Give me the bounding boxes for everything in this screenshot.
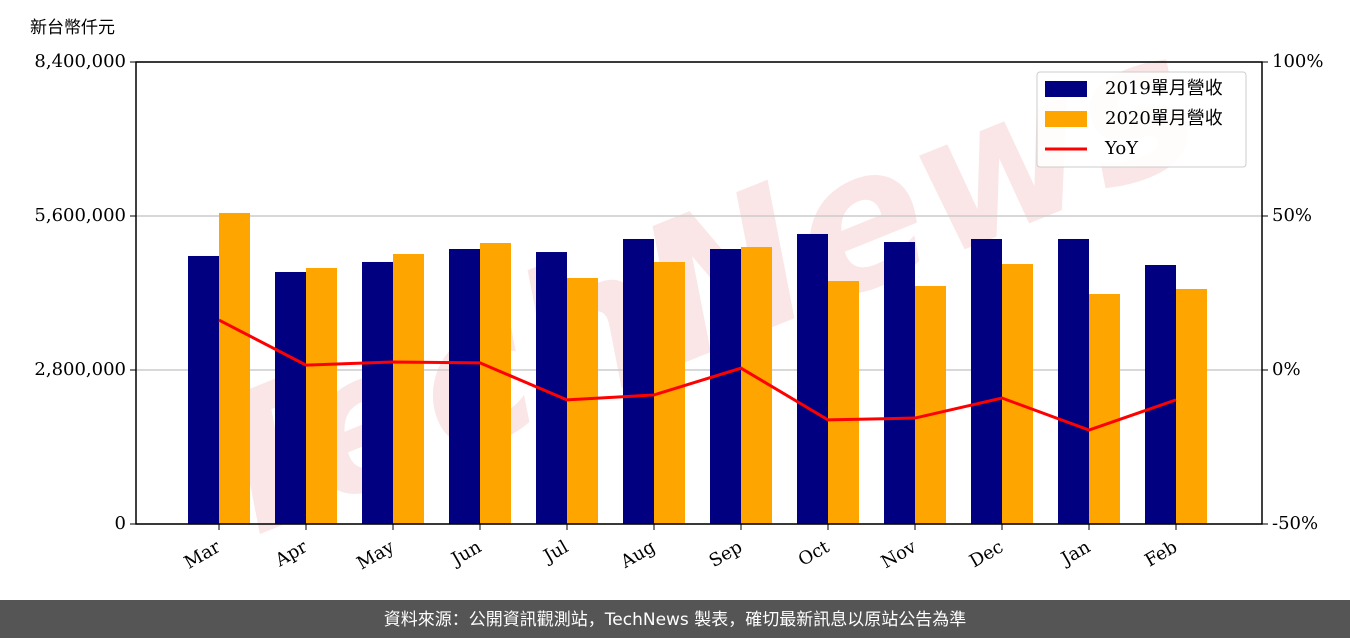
y-tick-label: 5,600,000 <box>34 205 126 226</box>
x-tick-label: Sep <box>706 536 746 571</box>
bar <box>884 242 915 524</box>
legend-swatch <box>1045 111 1087 127</box>
line <box>218 318 1177 432</box>
bar <box>915 286 946 524</box>
y-tick-label: 0 <box>115 513 126 534</box>
x-tick-label: Oct <box>795 536 834 571</box>
legend-swatch <box>1045 81 1087 97</box>
legend-label: 2020單月營收 <box>1105 108 1223 129</box>
bar <box>828 281 859 524</box>
bar <box>797 233 828 525</box>
bar <box>1176 288 1207 524</box>
bar <box>971 238 1002 525</box>
x-tick-label: Jan <box>1056 536 1094 570</box>
y2-tick-label: 100% <box>1272 51 1323 72</box>
x-tick-label: Jul <box>538 536 572 568</box>
bar <box>306 267 337 524</box>
x-tick-label: Nov <box>878 536 921 573</box>
x-tick-label: Dec <box>966 536 1007 572</box>
bar <box>449 249 480 524</box>
legend-label: YoY <box>1104 138 1139 159</box>
bar <box>188 255 219 525</box>
bar <box>1002 264 1033 524</box>
x-tick-label: Feb <box>1141 536 1181 571</box>
x-tick-label: Mar <box>181 536 225 573</box>
bar <box>1058 238 1089 525</box>
bar <box>393 254 424 524</box>
bar <box>219 212 250 524</box>
legend-label: 2019單月營收 <box>1105 78 1223 99</box>
footer: 資料來源：公開資訊觀測站，TechNews 製表，確切最新訊息以原站公告為準 <box>384 610 966 630</box>
bar <box>362 261 393 524</box>
footer-bar <box>0 600 1350 638</box>
y2-tick-label: -50% <box>1272 513 1318 534</box>
bar <box>623 238 654 525</box>
y-tick-label: 2,800,000 <box>34 359 126 380</box>
bar <box>1145 265 1176 524</box>
legend-box <box>1036 71 1247 168</box>
plot: 0 2,800,000 5,600,000 8,400,000 -50% 0% 50% 100… <box>34 51 1323 574</box>
bar <box>741 247 772 524</box>
bar <box>480 243 511 524</box>
y-axis-label: 新台幣仟元 <box>30 18 115 38</box>
bar <box>1089 293 1120 524</box>
bar <box>710 249 741 524</box>
y2-tick-label: 0% <box>1272 359 1301 380</box>
x-tick-label: Aug <box>616 536 659 573</box>
bar <box>275 271 306 524</box>
y-tick-label: 8,400,000 <box>34 51 126 72</box>
y2-tick-label: 50% <box>1272 205 1312 226</box>
plot-frame <box>135 61 1263 525</box>
legend: 2019單月營收 2020單月營收 YoY <box>1036 71 1247 168</box>
x-tick-label: Jun <box>446 536 485 571</box>
